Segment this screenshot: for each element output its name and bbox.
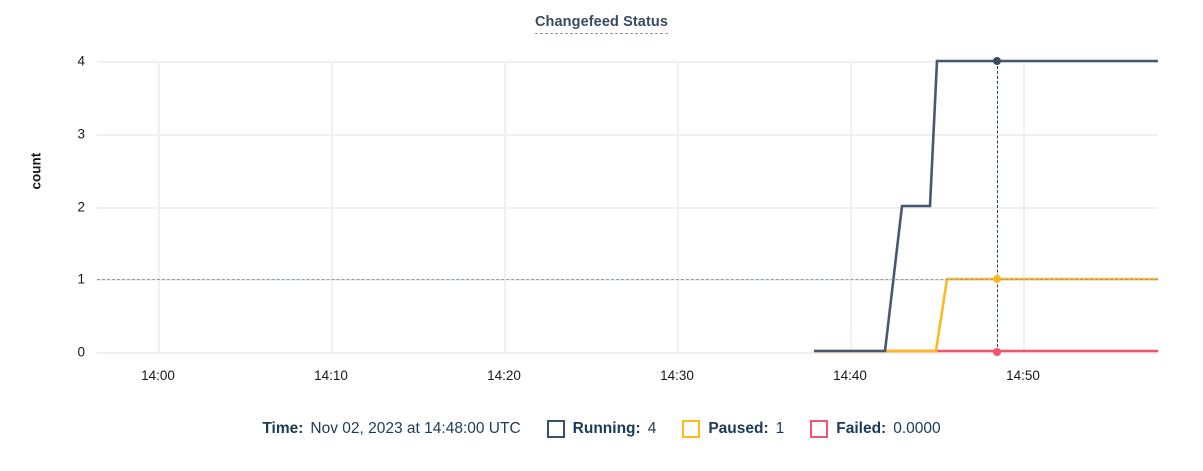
gridline-x-1420 — [504, 61, 506, 352]
y-tick-0: 0 — [77, 344, 85, 360]
hover-crosshair-vertical — [997, 61, 998, 352]
y-tick-4: 4 — [77, 53, 85, 69]
legend-swatch-failed-icon — [810, 420, 829, 438]
hover-dot-paused — [993, 275, 1001, 284]
x-tick-4: 14:40 — [833, 368, 867, 383]
legend-value-failed: 0.0000 — [893, 420, 941, 437]
gridline-y-0 — [97, 352, 1158, 354]
x-tick-2: 14:20 — [487, 368, 521, 383]
legend-label-running: Running: — [572, 420, 641, 437]
x-tick-0: 14:00 — [141, 368, 175, 383]
y-tick-3: 3 — [77, 126, 85, 142]
series-line-running — [814, 59, 1158, 353]
y-axis-ticks: 4 3 2 1 0 — [45, 54, 85, 360]
gridline-y-1 — [97, 279, 1158, 282]
legend-time: Time: Nov 02, 2023 at 14:48:00 UTC — [262, 420, 520, 438]
legend-item-failed[interactable]: Failed: 0.0000 — [810, 420, 941, 438]
hover-crosshair-horizontal — [97, 279, 1158, 281]
plot-area[interactable] — [97, 57, 1158, 356]
hover-dot-failed — [993, 348, 1001, 356]
legend-time-label: Time: — [262, 420, 304, 437]
x-tick-1: 14:10 — [314, 368, 348, 383]
gridline-x-1450 — [1023, 61, 1025, 352]
gridline-y-2 — [97, 206, 1158, 209]
y-tick-1: 1 — [77, 271, 85, 287]
legend-swatch-paused-icon — [682, 420, 701, 438]
hover-dot-running — [993, 57, 1001, 65]
legend-time-value: Nov 02, 2023 at 14:48:00 UTC — [310, 420, 521, 437]
gridline-x-1440 — [850, 61, 852, 352]
series-lines — [814, 59, 1158, 353]
gridline-x-1400 — [158, 61, 160, 352]
legend-value-paused: 1 — [775, 420, 785, 437]
series-line-paused — [814, 277, 1158, 353]
gridline-y-4 — [97, 61, 1158, 63]
x-tick-5: 14:50 — [1006, 368, 1040, 383]
gridline-x-1430 — [677, 61, 679, 352]
legend-value-running: 4 — [647, 420, 657, 437]
y-axis-label: count — [28, 152, 44, 190]
chart-title-text: Changefeed Status — [534, 14, 669, 34]
legend-label-paused: Paused: — [708, 420, 769, 437]
gridline-y-3 — [97, 133, 1158, 136]
legend-item-paused[interactable]: Paused: 1 — [682, 420, 784, 438]
gridline-x-1410 — [331, 61, 333, 352]
x-tick-3: 14:30 — [660, 368, 694, 383]
chart-title: Changefeed Status — [0, 14, 1203, 34]
legend-label-failed: Failed: — [836, 420, 887, 437]
legend-item-running[interactable]: Running: 4 — [546, 420, 657, 438]
legend-swatch-running-icon — [546, 420, 565, 438]
y-tick-2: 2 — [77, 199, 85, 214]
chart-legend: Time: Nov 02, 2023 at 14:48:00 UTC Runni… — [0, 420, 1203, 438]
